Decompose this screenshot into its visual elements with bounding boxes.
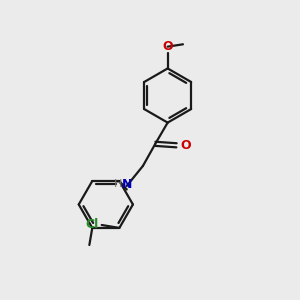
Text: N: N	[122, 178, 132, 191]
Text: Cl: Cl	[85, 218, 99, 232]
Text: O: O	[180, 139, 191, 152]
Text: H: H	[114, 179, 123, 190]
Text: O: O	[162, 40, 173, 53]
